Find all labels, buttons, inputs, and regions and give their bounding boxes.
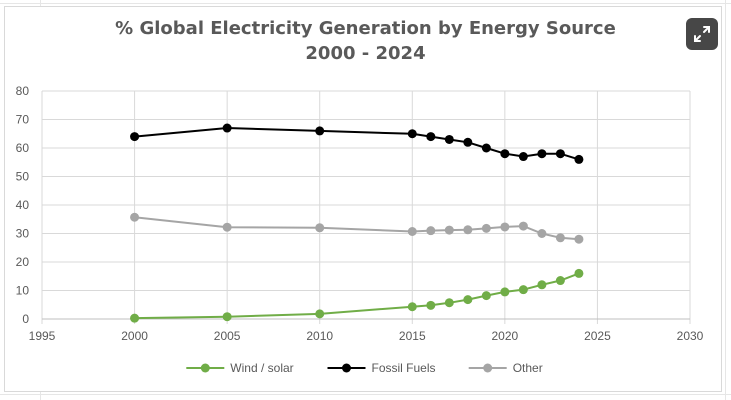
cell-gridline [0,394,731,395]
data-point [481,291,491,301]
data-point [130,212,140,222]
data-point [426,300,436,310]
y-tick-label: 20 [16,255,30,269]
chart-subtitle: 2000 - 2024 [305,43,426,64]
x-tick-label: 2005 [214,329,241,343]
data-point [130,313,140,323]
data-point [426,132,436,142]
data-point [481,223,491,233]
data-point [315,126,325,136]
y-tick-label: 40 [16,198,30,212]
legend-label: Other [513,361,543,375]
data-point [500,149,510,159]
data-point [444,298,454,308]
data-point [518,221,528,231]
data-point [555,233,565,243]
data-point [444,134,454,144]
y-tick-label: 50 [16,170,30,184]
cell-gridline [725,0,726,400]
x-tick-label: 2025 [584,329,611,343]
data-point [463,295,473,305]
data-point [500,287,510,297]
data-point [463,137,473,147]
y-tick-label: 0 [22,312,29,326]
legend-swatch-marker [200,363,210,373]
data-point [407,227,417,237]
x-tick-label: 2020 [492,329,519,343]
data-point [518,152,528,162]
data-point [407,129,417,139]
data-point [518,285,528,295]
data-point [537,149,547,159]
data-point [444,225,454,235]
data-point [426,226,436,236]
expand-icon [694,26,710,42]
chart-area[interactable] [4,6,722,392]
chart-title: % Global Electricity Generation by Energ… [115,18,616,39]
series-line-1 [134,126,580,161]
y-tick-label: 30 [16,227,30,241]
y-tick-label: 70 [16,113,30,127]
data-point [481,143,491,153]
data-point [555,276,565,286]
data-point [574,234,584,244]
series-line-2 [134,216,579,241]
data-point [537,280,547,290]
legend-swatch-marker [342,363,351,373]
data-point [222,123,232,133]
x-tick-label: 2030 [677,329,704,343]
cell-gridline [0,3,731,4]
series-line-0 [134,272,580,320]
data-point [500,222,510,232]
y-tick-label: 80 [16,84,30,98]
x-tick-label: 2010 [306,329,333,343]
data-point [315,309,325,319]
data-point [315,223,325,233]
chart-title-block: % Global Electricity Generation by Energ… [0,16,731,66]
legend-swatch-marker [483,363,493,373]
x-tick-label: 2000 [121,329,148,343]
x-tick-label: 2015 [399,329,426,343]
legend-label: Fossil Fuels [372,361,436,375]
data-point [130,132,140,142]
x-tick-label: 1995 [29,329,56,343]
data-point [537,229,547,238]
legend-label: Wind / solar [230,361,293,375]
data-point [555,149,565,159]
data-point [574,268,584,278]
data-point [407,302,417,312]
data-point [574,154,584,164]
expand-button[interactable] [686,18,718,50]
data-point [463,225,473,235]
y-tick-label: 60 [16,141,30,155]
data-point [222,222,232,232]
y-tick-label: 10 [16,284,30,298]
data-point [222,312,232,322]
